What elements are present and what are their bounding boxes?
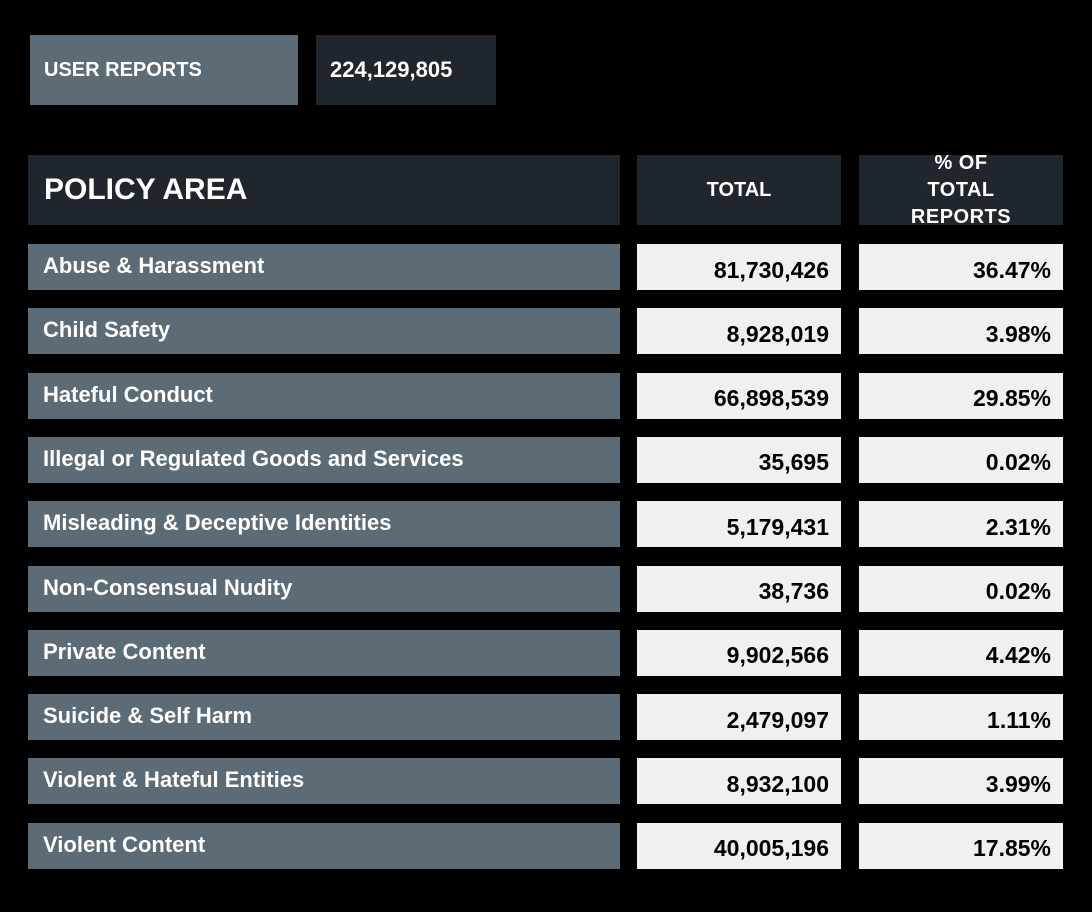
percent: 2.31% [859, 501, 1063, 548]
percent: 17.85% [859, 822, 1063, 869]
percent: 3.99% [859, 758, 1063, 805]
policy-area: Illegal or Regulated Goods and Services [28, 436, 620, 483]
total: 38,736 [637, 565, 841, 612]
total: 8,928,019 [637, 308, 841, 355]
total: 2,479,097 [637, 694, 841, 741]
total: 8,932,100 [637, 758, 841, 805]
policy-area: Private Content [28, 629, 620, 676]
percent: 29.85% [859, 372, 1063, 419]
header-total: TOTAL [637, 155, 841, 225]
total: 81,730,426 [637, 244, 841, 290]
total: 35,695 [637, 436, 841, 483]
percent: 1.11% [859, 694, 1063, 741]
policy-area: Violent Content [28, 822, 620, 869]
summary-label: USER REPORTS [30, 35, 298, 105]
percent: 4.42% [859, 629, 1063, 676]
policy-area: Misleading & Deceptive Identities [28, 501, 620, 548]
percent: 3.98% [859, 308, 1063, 355]
policy-area: Suicide & Self Harm [28, 694, 620, 741]
policy-area: Abuse & Harassment [28, 244, 620, 290]
policy-area: Violent & Hateful Entities [28, 758, 620, 805]
policy-area: Non-Consensual Nudity [28, 565, 620, 612]
percent: 0.02% [859, 436, 1063, 483]
policy-area: Child Safety [28, 308, 620, 355]
header-policy-area: POLICY AREA [28, 155, 620, 225]
summary-value: 224,129,805 [316, 35, 496, 105]
percent: 36.47% [859, 244, 1063, 290]
total: 66,898,539 [637, 372, 841, 419]
header-percent: % OF TOTAL REPORTS [859, 152, 1063, 228]
total: 40,005,196 [637, 822, 841, 869]
policy-area: Hateful Conduct [28, 372, 620, 419]
percent: 0.02% [859, 565, 1063, 612]
total: 9,902,566 [637, 629, 841, 676]
total: 5,179,431 [637, 501, 841, 548]
